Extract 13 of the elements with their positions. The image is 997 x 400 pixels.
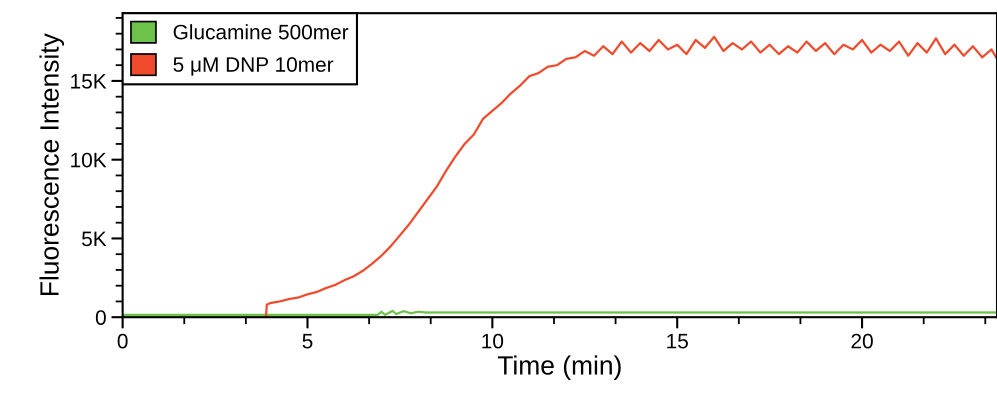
x-tick-label: 5 [302, 334, 312, 348]
y-axis-title: Fluorescence Intensity [39, 33, 64, 296]
legend-label: 5 μM DNP 10mer [173, 57, 334, 76]
x-tick-label: 15 [667, 334, 688, 348]
x-axis-title: Time (min) [498, 355, 621, 380]
x-tick-label: 0 [118, 334, 128, 348]
y-tick-label: 0 [96, 310, 106, 325]
legend-label: Glucamine 500mer [174, 24, 348, 40]
x-tick-label: 20 [852, 334, 873, 348]
y-tick-label: 5K [82, 232, 106, 246]
y-tick-label: 10K [71, 152, 106, 168]
x-tick-label: 10 [482, 334, 504, 348]
y-tick-label: 15K [71, 74, 106, 89]
